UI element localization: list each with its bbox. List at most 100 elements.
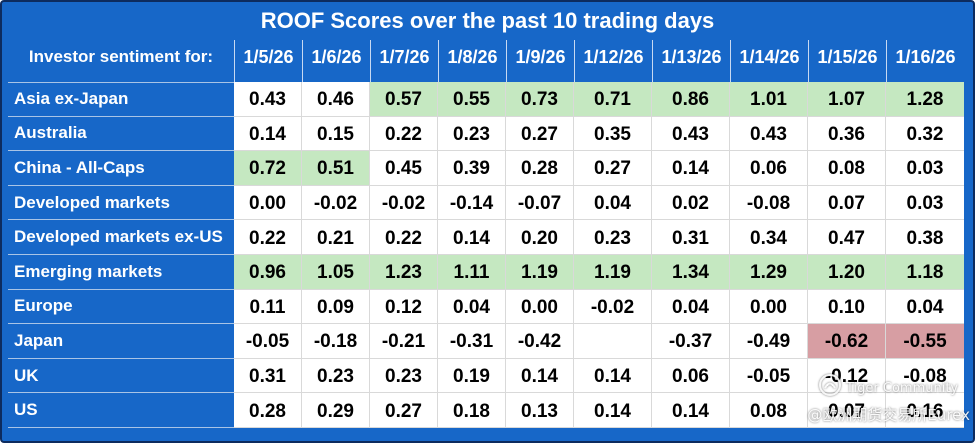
score-cell: 0.14 [234, 116, 302, 152]
watermark-handle: @欧洲期货交易所Eurex [807, 406, 970, 424]
column-header: 1/13/26 [652, 40, 730, 82]
score-cell: 0.04 [574, 185, 652, 221]
score-cell: -0.02 [574, 289, 652, 325]
score-cell [574, 324, 652, 359]
score-cell: 1.11 [438, 254, 506, 290]
score-cell: 0.03 [886, 185, 964, 221]
column-header: 1/5/26 [234, 40, 302, 82]
score-cell: 0.12 [370, 289, 438, 325]
watermark-brand: Tiger Community [846, 381, 959, 396]
score-cell: 1.19 [574, 254, 652, 290]
score-cell: -0.21 [370, 324, 438, 359]
score-cell: 0.04 [652, 289, 730, 325]
score-cell: 0.18 [438, 393, 506, 428]
column-header: 1/9/26 [506, 40, 574, 82]
score-cell: 0.46 [302, 82, 370, 117]
score-cell: 0.39 [438, 151, 506, 186]
score-cell: -0.18 [302, 324, 370, 359]
row-label: US [8, 393, 234, 428]
score-cell: 1.18 [886, 254, 964, 290]
score-cell: 1.34 [652, 254, 730, 290]
row-label: Japan [8, 324, 234, 359]
tiger-logo-icon [819, 374, 841, 396]
score-cell: 0.23 [370, 358, 438, 394]
row-label: Developed markets ex-US [8, 220, 234, 255]
score-cell: 0.08 [808, 151, 886, 186]
score-cell: -0.37 [652, 324, 730, 359]
score-cell: 0.07 [808, 185, 886, 221]
score-cell: 0.04 [886, 289, 964, 325]
score-cell: -0.02 [302, 185, 370, 221]
row-label: UK [8, 359, 234, 394]
score-cell: 0.43 [234, 82, 302, 117]
score-cell: 1.05 [302, 254, 370, 290]
score-cell: 0.23 [438, 116, 506, 152]
score-cell: 0.14 [652, 151, 730, 186]
score-cell: 0.14 [574, 393, 652, 428]
score-cell: -0.07 [506, 185, 574, 221]
score-cell: 0.15 [302, 116, 370, 152]
score-cell: 0.06 [652, 358, 730, 394]
score-cell: 0.02 [652, 185, 730, 221]
score-cell: 0.00 [730, 289, 808, 325]
score-cell: 0.14 [574, 358, 652, 394]
score-cell: 0.14 [438, 220, 506, 255]
score-cell: 0.13 [506, 393, 574, 428]
score-cell: 0.36 [808, 116, 886, 152]
score-cell: 0.86 [652, 82, 730, 117]
score-cell: 0.73 [506, 82, 574, 117]
score-cell: -0.49 [730, 324, 808, 359]
score-cell: 0.04 [438, 289, 506, 325]
row-label: Developed markets [8, 186, 234, 221]
score-cell: -0.62 [808, 324, 886, 359]
column-header: 1/7/26 [370, 40, 438, 82]
score-cell: 0.43 [652, 116, 730, 152]
score-cell: -0.42 [506, 324, 574, 359]
score-cell: -0.31 [438, 324, 506, 359]
score-cell: 0.31 [234, 358, 302, 394]
score-cell: 0.07 [808, 393, 886, 428]
score-cell: 0.20 [506, 220, 574, 255]
row-label: Australia [8, 117, 234, 152]
scores-table: Investor sentiment for: 1/5/26 1/6/26 1/7/… [8, 40, 964, 428]
score-cell: 1.07 [808, 82, 886, 117]
score-cell: 0.35 [574, 116, 652, 152]
score-cell: 0.00 [506, 289, 574, 325]
score-cell: -0.08 [730, 185, 808, 221]
column-header: 1/14/26 [730, 40, 808, 82]
score-cell: 0.11 [234, 289, 302, 325]
score-cell: 0.00 [234, 185, 302, 221]
score-cell: -0.05 [234, 324, 302, 359]
score-cell: 0.22 [370, 116, 438, 152]
score-cell: 0.29 [302, 393, 370, 428]
score-cell: 0.32 [886, 116, 964, 152]
score-cell: 0.45 [370, 151, 438, 186]
chart-title: ROOF Scores over the past 10 trading day… [260, 8, 715, 33]
score-cell: 0.21 [302, 220, 370, 255]
row-label: Asia ex-Japan [8, 82, 234, 117]
score-cell: 1.23 [370, 254, 438, 290]
score-cell: 0.28 [506, 151, 574, 186]
score-cell: 0.34 [730, 220, 808, 255]
score-cell: 0.55 [438, 82, 506, 117]
score-cell: 0.19 [438, 358, 506, 394]
score-cell: 0.43 [730, 116, 808, 152]
score-cell: -0.02 [370, 185, 438, 221]
score-cell: 1.29 [730, 254, 808, 290]
column-header: 1/8/26 [438, 40, 506, 82]
score-cell: 0.14 [652, 393, 730, 428]
score-cell: 1.28 [886, 82, 964, 117]
column-header: 1/12/26 [574, 40, 652, 82]
column-header: 1/6/26 [302, 40, 370, 82]
score-cell: 0.03 [886, 151, 964, 186]
score-cell: 0.38 [886, 220, 964, 255]
score-cell: 0.28 [234, 393, 302, 428]
score-cell: 0.10 [808, 289, 886, 325]
score-cell: -0.14 [438, 185, 506, 221]
score-cell: 0.06 [730, 151, 808, 186]
score-cell: 0.08 [730, 393, 808, 428]
score-cell: 0.22 [234, 220, 302, 255]
score-cell: 0.72 [234, 151, 302, 186]
row-label: China - All-Caps [8, 151, 234, 186]
